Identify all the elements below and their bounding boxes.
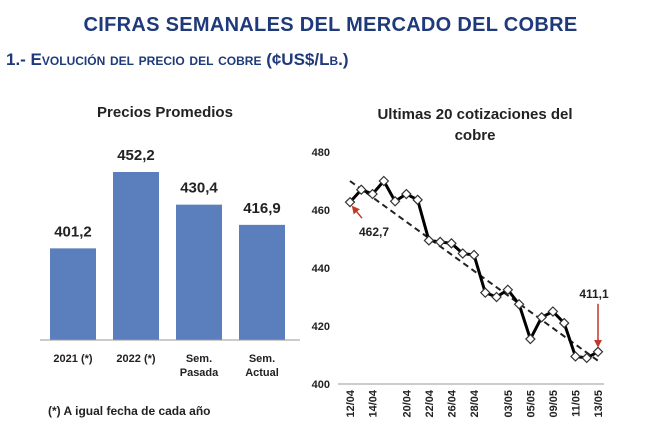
data-point-marker — [423, 235, 435, 246]
line-chart-title: Ultimas 20 cotizaciones del cobre — [330, 104, 620, 146]
annotation-arrow-start — [351, 205, 363, 219]
data-point-marker — [446, 238, 457, 249]
data-point-marker — [558, 317, 570, 329]
y-tick-label: 440 — [312, 263, 330, 275]
data-point-marker — [457, 248, 469, 259]
x-tick-label: 05/05 — [525, 390, 537, 418]
data-point-marker — [389, 195, 401, 207]
bar-2 — [113, 172, 159, 340]
data-point-marker — [401, 188, 412, 200]
bar-value-label: 452,2 — [117, 147, 155, 164]
y-tick-label: 400 — [312, 379, 330, 391]
data-point-marker — [367, 188, 378, 200]
data-point-marker — [513, 298, 525, 310]
data-point-marker — [581, 352, 593, 364]
data-point-marker — [378, 175, 390, 187]
data-point-marker — [434, 236, 446, 248]
data-point-marker — [468, 249, 480, 261]
bar-1 — [50, 248, 96, 340]
data-point-marker — [412, 194, 423, 206]
bar-value-label: 401,2 — [54, 223, 92, 240]
x-tick-label: 26/04 — [446, 389, 458, 417]
annotation-label-end: 411,1 — [579, 287, 609, 301]
annotation-label-start: 462,7 — [359, 225, 389, 239]
x-tick-label: 13/05 — [593, 390, 605, 418]
x-tick-label: 12/04 — [345, 389, 357, 417]
bar-value-label: 430,4 — [180, 180, 218, 197]
page-subtitle: 1.- Evolución del precio del cobre (¢US$… — [6, 50, 349, 69]
bar-category-label: 2022 (*) — [116, 353, 155, 365]
x-tick-label: 28/04 — [469, 389, 481, 417]
data-point-marker — [355, 184, 367, 196]
data-point-marker — [536, 311, 547, 323]
bar-4 — [239, 224, 285, 340]
bar-chart-title: Precios Promedios — [97, 104, 233, 121]
y-tick-label: 460 — [312, 205, 330, 217]
data-point-marker — [502, 284, 514, 296]
x-tick-label: 20/04 — [401, 389, 413, 417]
y-tick-label: 420 — [312, 321, 330, 333]
data-point-marker — [592, 346, 604, 358]
x-tick-label: 03/05 — [503, 390, 515, 418]
x-tick-label: 14/04 — [368, 389, 380, 417]
x-tick-label: 11/05 — [570, 390, 582, 417]
line-chart-title-line-1: Ultimas 20 cotizaciones del — [377, 106, 573, 123]
bar-category-label: Sem. — [186, 353, 212, 365]
x-tick-label: 22/04 — [424, 389, 436, 417]
bar-category-label: 2021 (*) — [53, 353, 92, 365]
bar-value-label: 416,9 — [243, 200, 281, 217]
data-point-marker — [491, 291, 502, 303]
x-tick-label: 09/05 — [548, 390, 560, 418]
data-point-marker — [570, 351, 581, 362]
footnote: (*) A igual fecha de cada año — [48, 404, 211, 418]
trend-line — [349, 180, 599, 362]
y-tick-label: 480 — [312, 147, 330, 159]
bar-category-label: Actual — [245, 367, 279, 379]
line-chart-title-line-2: cobre — [454, 127, 496, 144]
page-title: CIFRAS SEMANALES DEL MERCADO DEL COBRE — [83, 14, 578, 36]
data-point-marker — [479, 287, 491, 298]
data-point-marker — [344, 196, 356, 208]
bar-category-label: Pasada — [180, 367, 219, 379]
data-point-marker — [547, 306, 559, 317]
bar-3 — [176, 204, 222, 340]
data-point-marker — [525, 333, 536, 345]
bar-chart: 401,2 2021 (*) 452,2 2022 (*) 430,4 Sem. Pasad… — [40, 147, 300, 379]
bar-category-label: Sem. — [249, 353, 275, 365]
